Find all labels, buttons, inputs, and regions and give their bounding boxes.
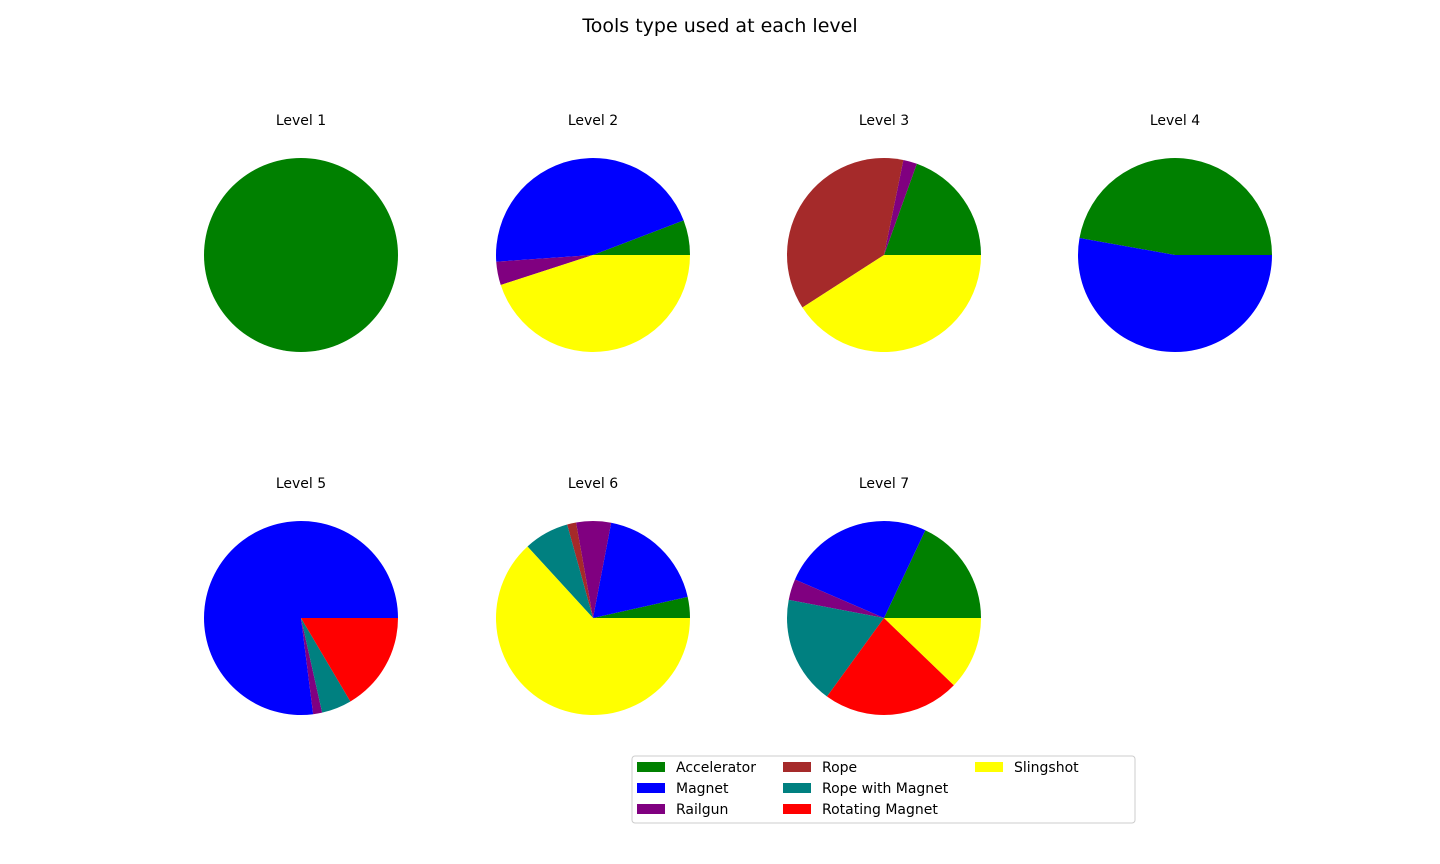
pie-level-3: Level 3 (786, 113, 981, 352)
pie-slice-accelerator (593, 220, 690, 255)
pie-title: Level 2 (568, 113, 618, 129)
legend: Accelerator Magnet Railgun Rope Rope with Ma… (631, 755, 1136, 824)
pie-slice-accelerator (1079, 158, 1272, 255)
pie-slice-magnet (593, 522, 688, 618)
pie-title: Level 4 (1150, 113, 1200, 129)
chart-title: Tools type used at each level (581, 15, 857, 37)
pie-slice-accelerator (884, 163, 981, 255)
legend-label-railgun: Railgun (676, 802, 728, 818)
pie-level-1: Level 1 (204, 113, 398, 352)
pie-slice-rope (567, 522, 593, 618)
pie-slice-slingshot (884, 618, 981, 686)
pie-slice-rope-with-magnet (787, 599, 884, 697)
pie-title: Level 3 (859, 113, 909, 129)
pie-slice-rotating-magnet (826, 618, 954, 715)
pie-slice-magnet (203, 521, 398, 716)
legend-label-accelerator: Accelerator (676, 760, 756, 776)
pie-slice-magnet (1078, 238, 1272, 353)
legend-swatch-slingshot (975, 762, 1003, 772)
pie-level-6: Level 6 (496, 476, 690, 715)
pie-slice-rope-with-magnet (301, 618, 351, 713)
legend-label-rope-with-magnet: Rope with Magnet (822, 781, 949, 797)
legend-swatch-magnet (637, 783, 665, 793)
pie-slice-magnet (495, 157, 684, 262)
pie-grid: Level 1 Level 2 Level 3 Level 4 Level 5 Level… (203, 113, 1272, 716)
legend-swatch-accelerator (637, 762, 665, 772)
pie-slice-slingshot (496, 546, 690, 715)
pie-level-4: Level 4 (1078, 113, 1272, 353)
legend-frame (631, 755, 1136, 824)
pie-level-5: Level 5 (203, 476, 398, 716)
legend-swatch-rotating-magnet (783, 804, 811, 814)
legend-label-magnet: Magnet (676, 781, 729, 797)
pie-level-7: Level 7 (787, 476, 981, 715)
pie-title: Level 1 (276, 113, 326, 129)
legend-swatch-rope (783, 762, 811, 772)
pie-slice-railgun (576, 521, 612, 618)
pie-title: Level 7 (859, 476, 909, 492)
pie-slice-rotating-magnet (301, 618, 398, 702)
pie-slice-accelerator (204, 158, 398, 352)
pie-slice-slingshot (802, 255, 981, 352)
legend-label-slingshot: Slingshot (1014, 760, 1079, 776)
pie-slice-slingshot (500, 255, 690, 352)
pie-slice-magnet (794, 521, 926, 618)
pie-slice-accelerator (884, 530, 981, 618)
legend-label-rotating-magnet: Rotating Magnet (822, 802, 938, 818)
pie-slice-railgun (884, 159, 917, 255)
pie-slice-rope (786, 157, 904, 308)
pie-slice-railgun (788, 579, 884, 618)
legend-label-rope: Rope (822, 760, 857, 776)
legend-swatch-rope-with-magnet (783, 783, 811, 793)
legend-swatch-railgun (637, 804, 665, 814)
pie-slice-rope-with-magnet (527, 524, 593, 618)
pie-slice-railgun (496, 255, 593, 285)
pie-slice-accelerator (593, 596, 690, 618)
pie-title: Level 6 (568, 476, 618, 492)
pie-title: Level 5 (276, 476, 326, 492)
pie-slice-railgun (301, 618, 323, 715)
pie-level-2: Level 2 (495, 113, 690, 352)
